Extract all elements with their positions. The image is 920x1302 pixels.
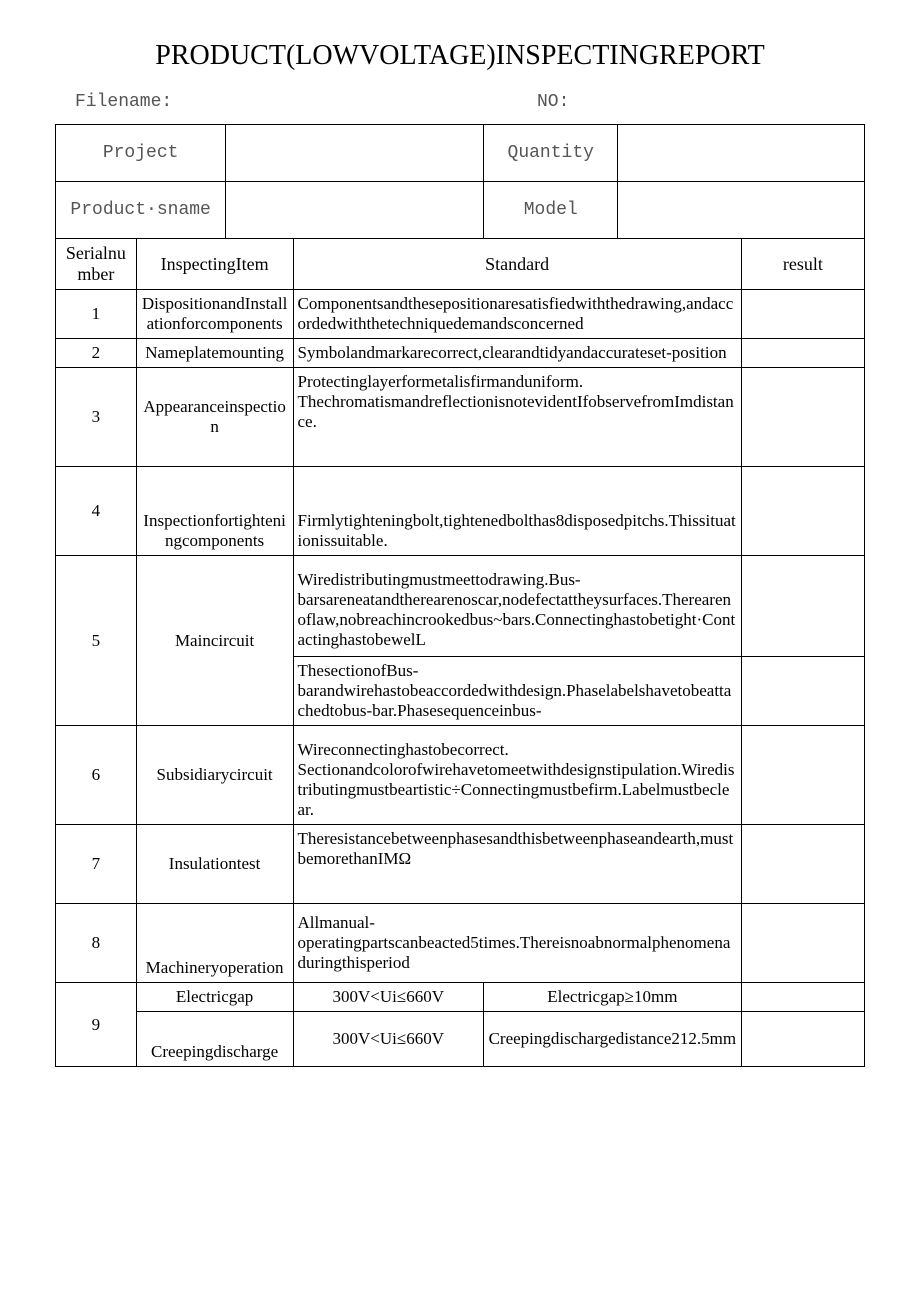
cell-standard: Firmlytighteningbolt,tightenedbolthas8di… bbox=[293, 467, 741, 556]
cell-result bbox=[741, 726, 864, 825]
cell-result bbox=[741, 983, 864, 1012]
hdr-serial: Serialnumber bbox=[56, 239, 137, 290]
cell-result bbox=[741, 1012, 864, 1067]
hdr-model: Model bbox=[484, 182, 618, 239]
table-row: 9 Electricgap 300V<Ui≤660V Electricgap≥1… bbox=[56, 983, 865, 1012]
inspection-table: Project Quantity Product·sname Model Ser… bbox=[55, 124, 865, 1067]
cell-result bbox=[741, 657, 864, 726]
hdr-quantity-value bbox=[618, 125, 865, 182]
cell-item: Inspectionfortighteningcomponents bbox=[136, 467, 293, 556]
table-row: 8 Machineryoperation Allmanual-operating… bbox=[56, 904, 865, 983]
hdr-quantity: Quantity bbox=[484, 125, 618, 182]
cell-result bbox=[741, 467, 864, 556]
cell-item: Appearanceinspection bbox=[136, 368, 293, 467]
cell-item: Electricgap bbox=[136, 983, 293, 1012]
cell-result bbox=[741, 339, 864, 368]
cell-item: DispositionandInstallationforcomponents bbox=[136, 290, 293, 339]
cell-value: 300V<Ui≤660V bbox=[293, 983, 483, 1012]
cell-standard: Symbolandmarkarecorrect,clearandtidyanda… bbox=[293, 339, 741, 368]
no-label: NO: bbox=[537, 92, 845, 112]
cell-item: Nameplatemounting bbox=[136, 339, 293, 368]
cell-result bbox=[741, 368, 864, 467]
cell-standard: Theresistancebetweenphasesandthisbetween… bbox=[293, 825, 741, 904]
cell-item: Subsidiarycircuit bbox=[136, 726, 293, 825]
cell-result bbox=[741, 556, 864, 657]
hdr-result: result bbox=[741, 239, 864, 290]
cell-spec: Creepingdischargedistance212.5mm bbox=[484, 1012, 742, 1067]
table-row: 6 Subsidiarycircuit Wireconnectinghastob… bbox=[56, 726, 865, 825]
cell-value: 300V<Ui≤660V bbox=[293, 1012, 483, 1067]
cell-sn: 5 bbox=[56, 556, 137, 726]
cell-sn: 2 bbox=[56, 339, 137, 368]
cell-sn: 4 bbox=[56, 467, 137, 556]
cell-result bbox=[741, 825, 864, 904]
hdr-standard: Standard bbox=[293, 239, 741, 290]
header-row-2: Product·sname Model bbox=[56, 182, 865, 239]
filename-label: Filename: bbox=[75, 92, 537, 112]
table-row: 4 Inspectionfortighteningcomponents Firm… bbox=[56, 467, 865, 556]
header-row-3: Serialnumber InspectingItem Standard res… bbox=[56, 239, 865, 290]
meta-row: Filename: NO: bbox=[55, 92, 865, 112]
cell-standard: Componentsandthesepositionaresatisfiedwi… bbox=[293, 290, 741, 339]
hdr-item: InspectingItem bbox=[136, 239, 293, 290]
hdr-project: Project bbox=[56, 125, 226, 182]
cell-standard: Protectinglayerformetalisfirmanduniform.… bbox=[293, 368, 741, 467]
table-row: 3 Appearanceinspection Protectinglayerfo… bbox=[56, 368, 865, 467]
table-row: 2 Nameplatemounting Symbolandmarkarecorr… bbox=[56, 339, 865, 368]
hdr-project-value bbox=[226, 125, 484, 182]
cell-result bbox=[741, 904, 864, 983]
hdr-productsname-value bbox=[226, 182, 484, 239]
table-row: 5 Maincircuit Wiredistributingmustmeetto… bbox=[56, 556, 865, 657]
page-title: PRODUCT(LOWVOLTAGE)INSPECTINGREPORT bbox=[55, 40, 865, 72]
cell-sn: 6 bbox=[56, 726, 137, 825]
hdr-productsname: Product·sname bbox=[56, 182, 226, 239]
header-row-1: Project Quantity bbox=[56, 125, 865, 182]
cell-spec: Electricgap≥10mm bbox=[484, 983, 742, 1012]
cell-sn: 7 bbox=[56, 825, 137, 904]
cell-sn: 3 bbox=[56, 368, 137, 467]
cell-sn: 9 bbox=[56, 983, 137, 1067]
cell-standard: ThesectionofBus-barandwirehastobeaccorde… bbox=[293, 657, 741, 726]
cell-sn: 8 bbox=[56, 904, 137, 983]
cell-item: Machineryoperation bbox=[136, 904, 293, 983]
table-row: 1 DispositionandInstallationforcomponent… bbox=[56, 290, 865, 339]
cell-item: Insulationtest bbox=[136, 825, 293, 904]
cell-sn: 1 bbox=[56, 290, 137, 339]
table-row: 7 Insulationtest Theresistancebetweenpha… bbox=[56, 825, 865, 904]
cell-item: Creepingdischarge bbox=[136, 1012, 293, 1067]
cell-standard: Wireconnectinghastobecorrect. Sectionand… bbox=[293, 726, 741, 825]
cell-standard: Allmanual-operatingpartscanbeacted5times… bbox=[293, 904, 741, 983]
cell-result bbox=[741, 290, 864, 339]
cell-standard: Wiredistributingmustmeettodrawing.Bus-ba… bbox=[293, 556, 741, 657]
hdr-model-value bbox=[618, 182, 865, 239]
table-row: Creepingdischarge 300V<Ui≤660V Creepingd… bbox=[56, 1012, 865, 1067]
cell-item: Maincircuit bbox=[136, 556, 293, 726]
